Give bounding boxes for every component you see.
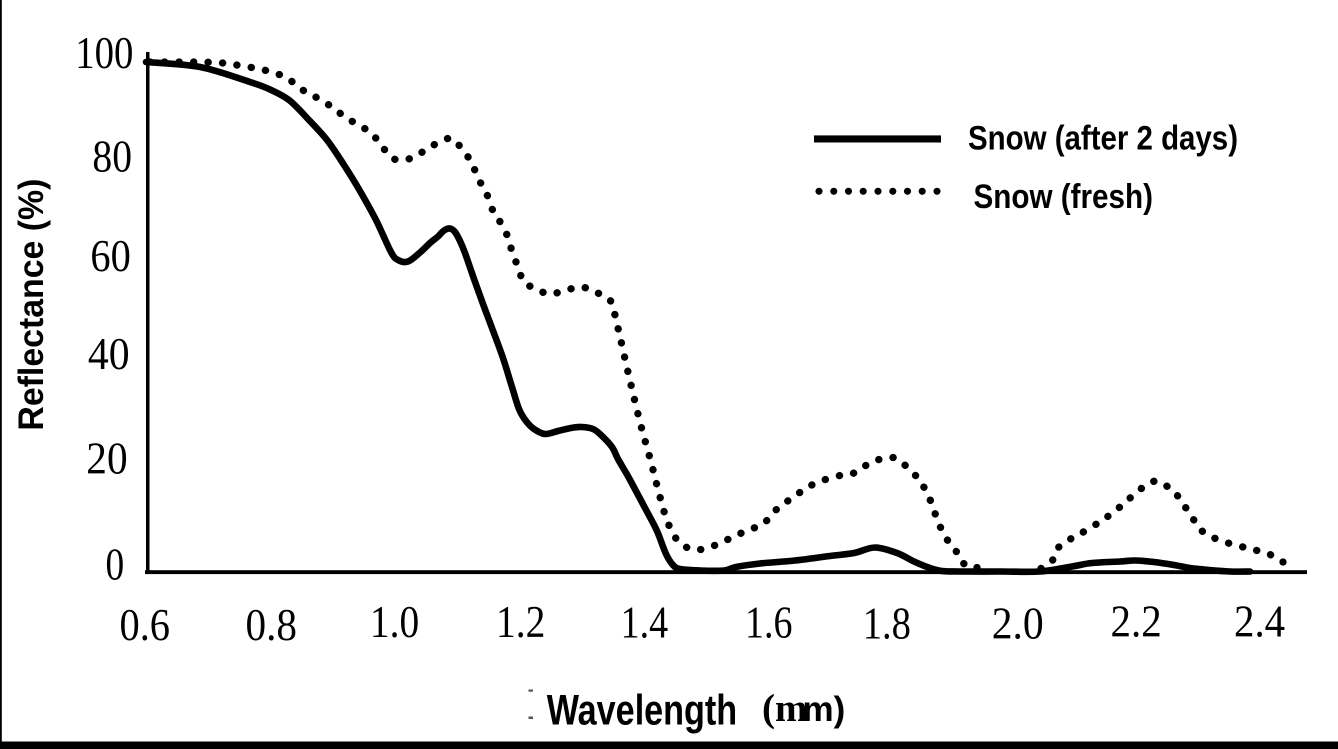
- svg-text:Wavelength: Wavelength: [547, 686, 738, 734]
- svg-text:Snow (fresh): Snow (fresh): [974, 178, 1154, 216]
- svg-text:1.0: 1.0: [370, 597, 419, 647]
- svg-text:0: 0: [106, 540, 125, 590]
- svg-text:1.6: 1.6: [745, 598, 793, 648]
- svg-text:60: 60: [90, 231, 130, 281]
- svg-text:m): m): [803, 690, 846, 729]
- svg-text:80: 80: [92, 132, 132, 182]
- svg-text:Reflectance (%): Reflectance (%): [12, 179, 51, 431]
- svg-text:100: 100: [75, 28, 133, 78]
- svg-text:0.8: 0.8: [246, 600, 298, 650]
- svg-text:Snow (after 2 days): Snow (after 2 days): [968, 119, 1238, 157]
- svg-text:(m: (m: [762, 687, 807, 730]
- svg-text:1.2: 1.2: [496, 597, 545, 647]
- svg-text:0.6: 0.6: [120, 600, 171, 650]
- svg-text:2.4: 2.4: [1234, 597, 1285, 647]
- svg-text:2.2: 2.2: [1111, 597, 1162, 647]
- svg-text:20: 20: [86, 433, 127, 483]
- svg-text:2.0: 2.0: [992, 598, 1044, 648]
- svg-text:1.8: 1.8: [863, 598, 911, 648]
- svg-text:40: 40: [88, 329, 130, 379]
- svg-text:1.4: 1.4: [621, 598, 669, 648]
